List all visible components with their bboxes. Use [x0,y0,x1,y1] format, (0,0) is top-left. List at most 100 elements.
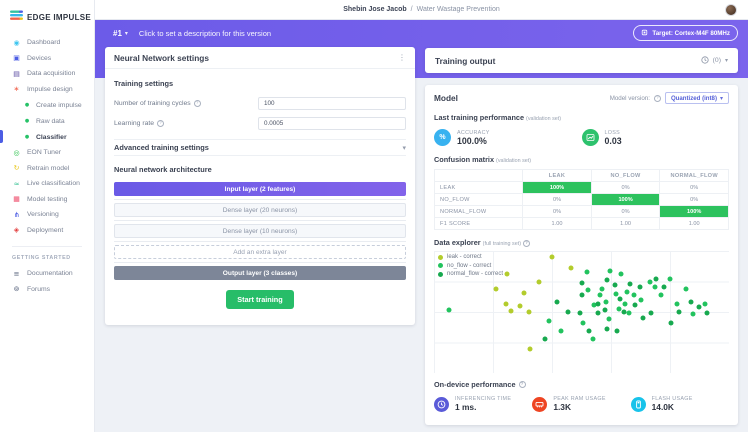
scatter-point [446,307,452,313]
sidebar-item-documentation[interactable]: ≡ Documentation [0,266,94,282]
scatter-point [579,280,585,286]
data-explorer-plot[interactable]: leak - correct no_flow - correct normal_… [434,251,729,373]
scatter-point [618,271,624,277]
scatter-point [542,336,548,342]
sidebar-item-data-acquisition[interactable]: ▤ Data acquisition [0,66,94,82]
deployment-icon: ◈ [13,226,20,235]
model-panel: Model Model version: Quantized (int8) ▾ … [425,85,738,425]
dense-layer-20-block[interactable]: Dense layer (20 neurons) [114,203,406,217]
scatter-point [586,328,592,334]
sidebar-item-versioning[interactable]: ⋔ Versioning [0,207,94,223]
clock-icon [701,55,709,66]
neural-network-settings-panel: Neural Network settings Training setting… [105,47,415,325]
dense-layer-10-block[interactable]: Dense layer (10 neurons) [114,224,406,238]
scatter-point [668,320,674,326]
input-layer-block[interactable]: Input layer (2 features) [114,182,406,196]
info-icon[interactable] [653,94,661,102]
scatter-point [604,277,610,283]
scatter-point [503,301,509,307]
training-output-title: Training output [435,55,496,66]
matrix-corner [433,169,524,182]
info-icon[interactable] [518,381,526,388]
scatter-point [546,318,552,324]
scatter-point [661,284,667,290]
scatter-point [521,290,527,296]
last-training-performance-label: Last training performance (validation se… [434,113,562,122]
sidebar-item-deployment[interactable]: ◈ Deployment [0,223,94,239]
version-description[interactable]: Click to set a description for this vers… [138,28,272,38]
layer-connector [114,241,406,242]
learning-rate-input[interactable] [258,117,406,130]
legend-dot [438,271,443,277]
sidebar-item-forums[interactable]: ⊚ Forums [0,282,94,298]
scatter-point [627,281,633,287]
sidebar-item-classifier[interactable]: ● Classifier [0,129,94,145]
devices-icon: ▣ [13,54,20,63]
model-version-select[interactable]: Quantized (int8) ▾ [664,92,729,104]
training-cycles-row: Number of training cycles [114,97,406,110]
chevron-down-icon: ▾ [124,29,128,37]
layer-connector [114,220,406,221]
sidebar-item-devices[interactable]: ▣ Devices [0,51,94,67]
scatter-point [640,315,646,321]
start-training-button[interactable]: Start training [226,290,294,309]
sidebar-item-eon-tuner[interactable]: ◎ EON Tuner [0,145,94,161]
green-dot-icon: ● [24,118,30,124]
green-dot-icon: ● [24,102,30,108]
matrix-col-normal-flow: NORMAL_FLOW [659,169,729,182]
on-device-performance-label: On-device performance [434,380,729,389]
model-version-control: Model version: Quantized (int8) ▾ [610,92,729,104]
scatter-point [613,291,619,297]
scatter-point [648,310,654,316]
sidebar-item-label: Versioning [27,211,59,219]
breadcrumb-user[interactable]: Shebin Jose Jacob [343,6,407,13]
sidebar-item-create-impulse[interactable]: ● Create impulse [0,97,94,113]
scatter-point [558,328,564,334]
accuracy-metric: % ACCURACY 100.0% [434,129,582,146]
legend-item-normal-flow[interactable]: normal_flow - correct [438,271,503,277]
target-device-label: Target: Cortex-M4F 80MHz [652,29,730,37]
panel-title: Neural Network settings [114,52,209,63]
sidebar-item-raw-data[interactable]: ● Raw data [0,113,94,129]
add-extra-layer-button[interactable]: Add an extra layer [114,245,406,259]
scatter-point [614,328,620,334]
sidebar-item-retrain-model[interactable]: ↻ Retrain model [0,161,94,177]
output-layer-block[interactable]: Output layer (3 classes) [114,266,406,280]
legend-item-no-flow[interactable]: no_flow - correct [438,263,503,269]
percent-icon: % [434,129,451,146]
data-explorer-label: Data explorer (full training set) [434,238,729,247]
info-icon[interactable] [523,239,531,247]
scatter-point [676,309,682,314]
scatter-point [604,326,610,332]
sidebar-item-label: Dashboard [27,39,61,47]
scatter-point [632,302,638,308]
scatter-point [527,346,533,352]
scatter-point [667,276,673,282]
sidebar-item-dashboard[interactable]: ◉ Dashboard [0,35,94,51]
jobs-count: (0) [712,57,721,64]
confusion-matrix-label: Confusion matrix (validation set) [434,155,532,164]
retrain-model-icon: ↻ [13,164,20,173]
legend-item-leak[interactable]: leak - correct [438,254,503,260]
table-row: LEAK 100% 0% 0% [433,181,729,194]
breadcrumb-project[interactable]: Water Wastage Prevention [416,6,500,13]
scatter-point [607,268,613,274]
sidebar-item-impulse-design[interactable]: ∗ Impulse design [0,82,94,98]
sidebar-item-live-classification[interactable]: ≈ Live classification [0,176,94,192]
sidebar-section-label: GETTING STARTED [12,255,71,261]
kebab-menu-icon[interactable] [398,53,406,62]
edge-impulse-logo[interactable]: EDGE IMPULSE [0,0,94,35]
model-testing-icon: ▦ [13,195,20,204]
sidebar-item-model-testing[interactable]: ▦ Model testing [0,192,94,208]
jobs-dropdown[interactable]: (0) ▾ [701,55,728,66]
scatter-point [688,299,694,305]
sidebar-item-label: Documentation [27,270,73,278]
advanced-training-settings-toggle[interactable]: Advanced training settings ▾ [114,139,406,156]
training-cycles-input[interactable] [258,97,406,110]
info-icon[interactable] [193,100,201,107]
target-device-button[interactable]: Target: Cortex-M4F 80MHz [633,25,738,41]
scatter-point [517,303,523,309]
version-dropdown[interactable]: #1 ▾ [113,29,128,38]
user-avatar[interactable] [725,4,737,16]
info-icon[interactable] [157,120,165,127]
